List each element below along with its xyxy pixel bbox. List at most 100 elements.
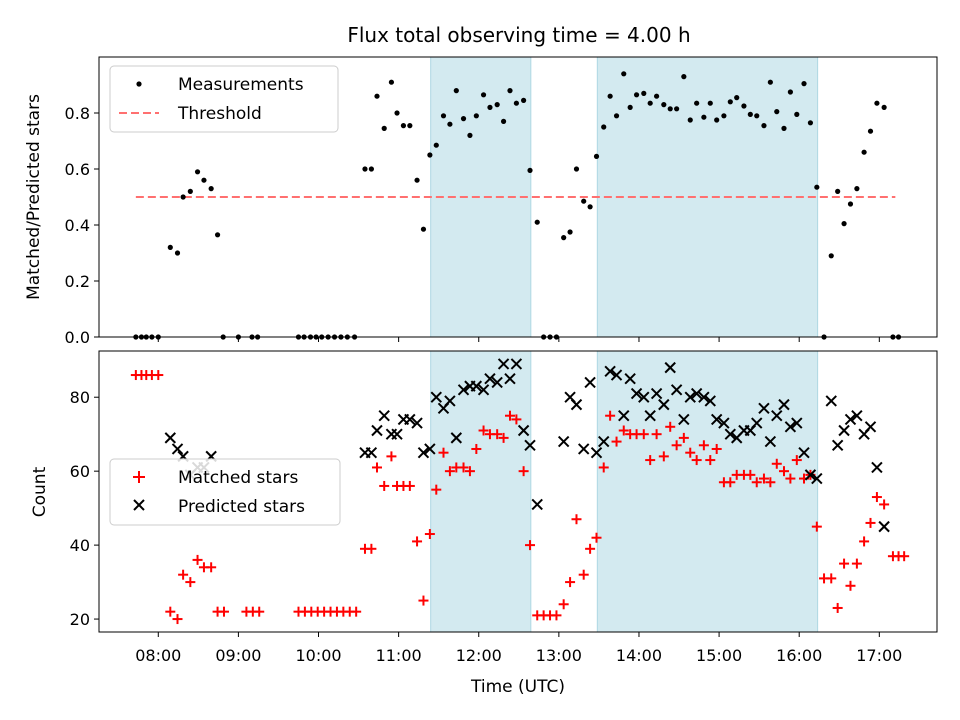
matched-stars-point [366, 543, 377, 554]
measurements-point [414, 177, 420, 183]
measurements-point [362, 166, 368, 172]
predicted-stars-point [664, 361, 676, 374]
matched-stars-point [412, 536, 423, 547]
top-legend: Measurements Threshold [109, 65, 339, 133]
measurements-point [741, 103, 747, 109]
measurements-point [787, 89, 793, 95]
matched-stars-point [458, 462, 469, 473]
predicted-stars-point [391, 428, 403, 440]
x-tick-label: 16:00 [776, 646, 822, 665]
predicted-stars-point [624, 373, 636, 385]
bottom-panel: 20 40 60 80 08:00 09:00 10:00 11:00 12:00 13:00 1… [30, 350, 938, 697]
matched-stars-point [771, 458, 782, 469]
measurements-point [453, 88, 459, 94]
y-tick-label: 80 [70, 388, 90, 407]
matched-stars-point [698, 440, 709, 451]
matched-stars-point [851, 558, 862, 569]
predicted-stars-point [724, 428, 737, 440]
predicted-stars-point [171, 443, 184, 455]
predicted-stars-point [638, 391, 650, 403]
matched-stars-point [578, 569, 589, 580]
measurements-point [881, 104, 887, 110]
matched-stars-point [185, 577, 196, 588]
predicted-stars-point [811, 472, 823, 485]
predicted-stars-point [570, 398, 583, 411]
predicted-stars-point [517, 424, 530, 437]
measurements-point [388, 79, 395, 85]
matched-stars-point [791, 455, 802, 466]
measurements-point [774, 109, 780, 115]
matched-stars-point [518, 466, 529, 477]
measurements-point [187, 188, 193, 194]
x-tick-label: 09:00 [215, 646, 261, 665]
measurements-point [828, 253, 834, 259]
measurements-point [794, 111, 800, 117]
measurements-point [847, 201, 854, 207]
x-tick-label: 11:00 [376, 646, 422, 665]
matched-stars-point [431, 484, 442, 495]
matched-stars-point [192, 554, 203, 565]
measurements-point [513, 100, 519, 106]
matched-stars-point [371, 462, 382, 473]
matched-stars-point [618, 425, 629, 436]
predicted-stars-point [484, 373, 496, 385]
predicted-stars-point [504, 373, 516, 385]
measurements-point [480, 92, 487, 98]
matched-stars-point [492, 429, 503, 440]
legend-predicted-label: Predicted stars [178, 497, 305, 517]
matched-stars-point [558, 599, 569, 610]
predicted-stars-point [764, 435, 777, 448]
predicted-stars-point [604, 365, 616, 378]
predicted-stars-point [557, 435, 570, 448]
measurements-point [534, 219, 540, 225]
predicted-stars-point [704, 395, 716, 407]
matched-stars-point [865, 517, 876, 528]
bottom-spans [430, 350, 819, 633]
matched-stars-point [178, 569, 189, 580]
measurements-point [861, 149, 867, 155]
figure-title: Flux total observing time = 4.00 h [347, 23, 690, 47]
measurements-point [814, 184, 820, 190]
matched-stars-point [765, 477, 776, 488]
matched-stars-point [404, 480, 415, 491]
measurements-point [527, 167, 533, 173]
matched-stars-point [153, 370, 164, 381]
measurements-point [407, 123, 413, 129]
matched-stars-point [379, 480, 390, 491]
bottom-legend: Matched stars Predicted stars [109, 458, 341, 526]
predicted-stars-point [531, 498, 543, 511]
matched-stars-point [899, 551, 910, 562]
predicted-stars-point [411, 417, 423, 429]
matched-stars-point [565, 577, 576, 588]
predicted-stars-point [510, 358, 523, 370]
predicted-stars-point [444, 395, 456, 407]
measurements-point [714, 117, 720, 123]
matched-stars-point [826, 573, 837, 584]
predicted-stars-point [838, 424, 850, 437]
measurements-point [647, 100, 653, 106]
top-legend-box [109, 65, 339, 133]
matched-stars-point [725, 477, 736, 488]
measurements-point [627, 104, 633, 110]
measurements-point [653, 93, 660, 99]
predicted-stars-point [470, 380, 483, 392]
matched-stars-point [591, 532, 602, 543]
matched-stars-point [678, 432, 689, 443]
matched-stars-point [671, 440, 682, 451]
matched-stars-point [511, 414, 522, 425]
legend-predicted-marker [133, 499, 145, 511]
measurements-point [467, 132, 473, 138]
predicted-stars-point [584, 376, 596, 389]
measurements-point [201, 177, 207, 183]
measurements-point [593, 153, 600, 159]
matched-stars-point [351, 606, 362, 617]
x-axis-label: Time (UTC) [470, 677, 565, 697]
predicted-stars-point [678, 413, 690, 426]
matched-stars-point [751, 477, 762, 488]
y-tick-label: 0.4 [65, 216, 90, 235]
matched-stars-point [811, 521, 822, 532]
matched-stars-point [685, 447, 696, 458]
predicted-stars-point [718, 417, 730, 429]
legend-matched-label: Matched stars [178, 468, 298, 488]
